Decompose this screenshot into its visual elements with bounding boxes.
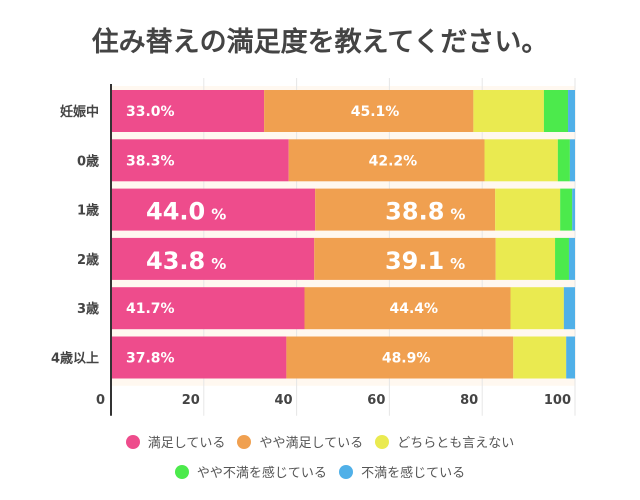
bar-segment-1 [111,90,265,132]
data-label: 33.0% [126,104,175,120]
bar-segment-4 [557,139,570,182]
category-label: 1歳 [77,203,99,219]
bar-segment-2 [315,188,496,231]
legend-label: やや不満を感じている [196,466,327,481]
bar-segment-4 [560,188,573,231]
x-tick-label: 20 [182,393,200,408]
legend-row-2: やや不満を感じている 不満を感じている [0,462,640,483]
bar-segment-1 [111,237,315,280]
data-label: 38.3% [126,153,175,169]
legend-row-1: 満足している やや満足している どちらとも言えない [0,432,640,453]
data-label-value: 39.1 [385,247,444,275]
data-label: 42.2% [369,153,418,169]
legend-dot-icon [339,464,354,479]
bar-segment-3 [484,139,558,182]
category-label: 3歳 [77,301,99,317]
data-label-value: 44.0 [146,198,205,226]
legend-label: やや満足している [259,436,364,451]
legend-item-neutral[interactable]: どちらとも言えない [375,432,514,451]
legend-label: 満足している [147,436,226,451]
data-label-percent: % [450,206,465,224]
stacked-bar-chart: 0 20 40 60 80 100 妊娠中 0歳 1歳 2歳 3歳 4歳以上 33.0% 38.3% 44.… [51,78,576,416]
category-label: 2歳 [77,252,99,268]
data-label: 43.8% [146,247,226,275]
data-label: 41.7% [126,301,175,317]
data-label-value: 43.8 [146,247,205,275]
bar-segment-3 [473,90,544,132]
bar-segment-2 [286,336,514,379]
bar-segment-3 [495,237,556,280]
x-tick-label: 100 [544,393,571,408]
legend-dot-icon [174,464,189,479]
category-label: 妊娠中 [60,104,99,120]
data-label: 37.8% [126,351,175,367]
plot-background [111,86,575,386]
bar-segment-4 [543,90,569,132]
data-label: 44.0% [146,198,226,226]
legend-item-somewhat-satisfied[interactable]: やや満足している [237,432,363,451]
legend-label: どちらとも言えない [397,436,515,451]
data-label: 48.9% [382,351,431,367]
bar-segment-5 [566,336,575,379]
bar-segment-5 [572,188,575,231]
x-tick-label: 80 [460,393,478,408]
legend-label: 不満を感じている [361,466,466,481]
data-label: 45.1% [351,104,400,120]
data-label-percent: % [211,255,226,273]
bar-segment-2 [304,287,511,330]
bar-segment-2 [288,139,485,182]
bar-segment-5 [563,287,575,330]
bar-segment-4 [555,237,569,280]
bar-segment-5 [569,139,575,182]
legend-dot-icon [125,434,140,449]
chart-title: 住み替えの満足度を教えてください。 [91,27,549,58]
bar-segment-1 [111,336,287,379]
category-label: 0歳 [77,153,99,169]
bar-segment-1 [111,139,289,182]
bar-segment-5 [568,237,575,280]
data-label-percent: % [450,255,465,273]
data-label: 39.1% [385,247,465,275]
x-tick-label: 40 [275,393,293,408]
bar-segment-1 [111,287,305,330]
bar-segment-2 [264,90,474,132]
legend-dot-icon [237,434,252,449]
data-label-value: 38.8 [385,198,444,226]
bar-segment-5 [568,90,575,132]
bar-segment-3 [510,287,564,330]
legend-item-somewhat-dissatisfied[interactable]: やや不満を感じている [174,462,327,481]
data-label-percent: % [211,206,226,224]
legend-item-satisfied[interactable]: 満足している [125,432,226,451]
data-label: 44.4% [389,301,438,317]
category-label: 4歳以上 [51,351,99,367]
legend-dot-icon [375,434,390,449]
bar-segment-3 [495,188,561,231]
bar-segment-1 [111,188,316,231]
legend-item-dissatisfied[interactable]: 不満を感じている [339,462,465,481]
x-tick-label: 0 [96,393,105,408]
bar-segment-3 [513,336,567,379]
bar-segment-2 [314,237,496,280]
data-label: 38.8% [385,198,465,226]
x-tick-label: 60 [367,393,385,408]
